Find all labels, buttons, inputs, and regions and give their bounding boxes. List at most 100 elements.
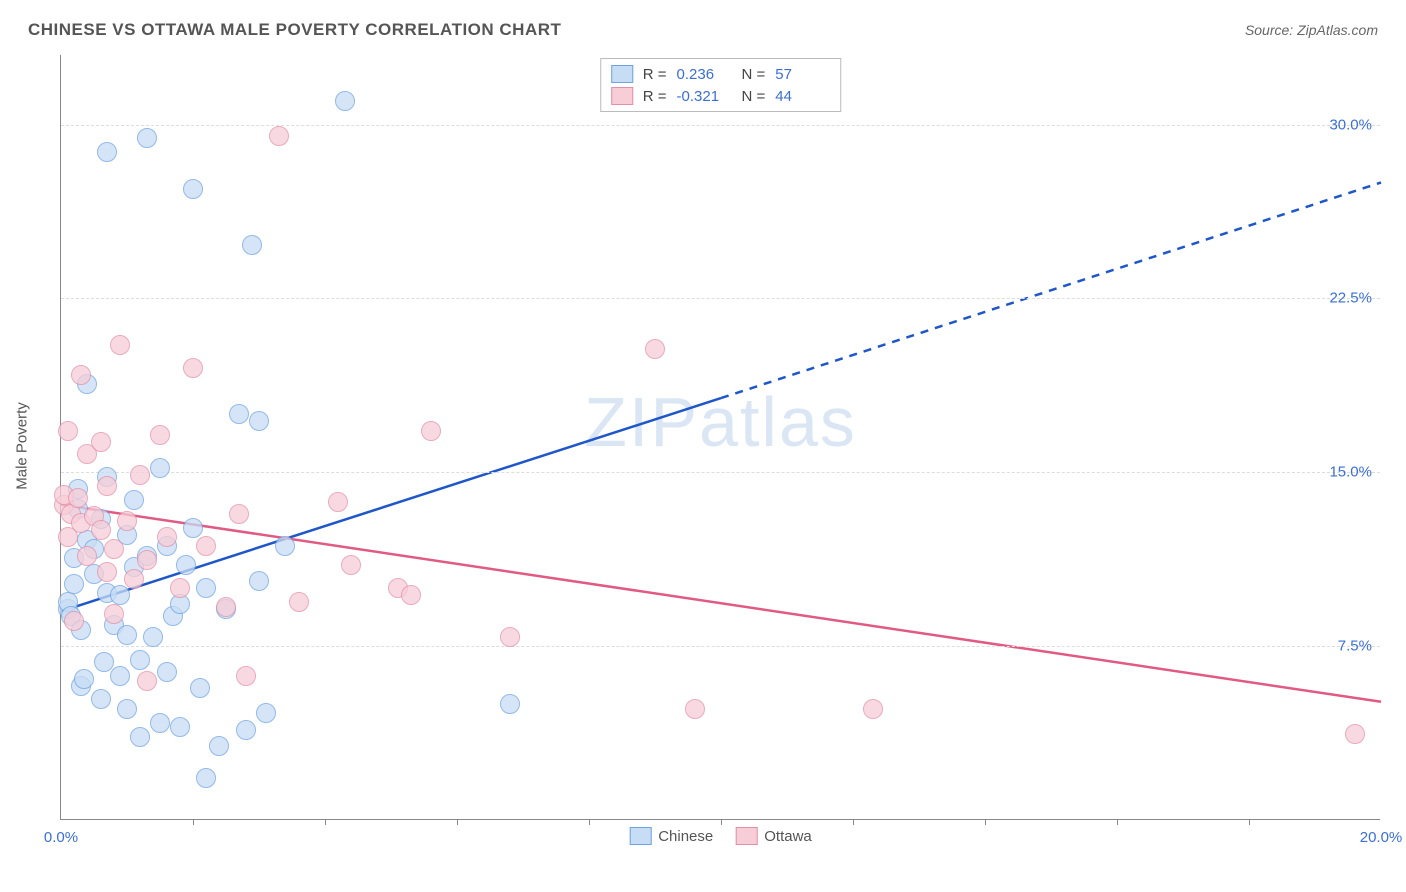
x-tick-mark <box>1249 819 1250 825</box>
chinese-point <box>117 699 137 719</box>
chinese-point <box>124 490 144 510</box>
chinese-point <box>183 518 203 538</box>
chinese-point <box>130 650 150 670</box>
trend-line <box>61 505 1381 702</box>
plot-area: ZIPatlas 7.5%15.0%22.5%30.0%0.0%20.0%R =… <box>60 55 1380 820</box>
chinese-point <box>97 142 117 162</box>
x-tick-mark <box>589 819 590 825</box>
y-tick-label: 30.0% <box>1329 116 1372 133</box>
ottawa-point <box>685 699 705 719</box>
correlation-legend: R =0.236N =57R =-0.321N =44 <box>600 58 842 112</box>
ottawa-point <box>117 511 137 531</box>
series-legend-label: Chinese <box>658 828 713 845</box>
series-legend: Chinese Ottawa <box>629 827 812 845</box>
chinese-point <box>130 727 150 747</box>
ottawa-point <box>150 425 170 445</box>
chinese-point <box>256 703 276 723</box>
ottawa-point <box>341 555 361 575</box>
chinese-point <box>236 720 256 740</box>
correlation-legend-row: R = -0.321 N = 44 <box>611 85 831 107</box>
ottawa-point <box>137 671 157 691</box>
header: CHINESE VS OTTAWA MALE POVERTY CORRELATI… <box>28 20 1378 40</box>
ottawa-point <box>1345 724 1365 744</box>
x-tick-mark <box>721 819 722 825</box>
ottawa-point <box>130 465 150 485</box>
ottawa-point <box>170 578 190 598</box>
chinese-point <box>150 458 170 478</box>
ottawa-point <box>500 627 520 647</box>
chinese-point <box>64 574 84 594</box>
ottawa-point <box>236 666 256 686</box>
x-tick-label: 20.0% <box>1360 829 1403 846</box>
legend-swatch <box>629 827 651 845</box>
chinese-point <box>500 694 520 714</box>
chinese-point <box>209 736 229 756</box>
chinese-point <box>74 669 94 689</box>
ottawa-point <box>863 699 883 719</box>
ottawa-point <box>401 585 421 605</box>
legend-n-label: N = <box>742 88 766 105</box>
ottawa-point <box>124 569 144 589</box>
chinese-point <box>94 652 114 672</box>
ottawa-point <box>216 597 236 617</box>
chinese-point <box>157 662 177 682</box>
series-legend-label: Ottawa <box>764 828 812 845</box>
x-tick-mark <box>1117 819 1118 825</box>
gridline <box>61 298 1380 299</box>
ottawa-point <box>229 504 249 524</box>
ottawa-point <box>110 335 130 355</box>
x-tick-mark <box>853 819 854 825</box>
ottawa-point <box>196 536 216 556</box>
chart-title: CHINESE VS OTTAWA MALE POVERTY CORRELATI… <box>28 20 561 40</box>
chinese-point <box>176 555 196 575</box>
legend-r-value: -0.321 <box>677 88 732 105</box>
ottawa-point <box>645 339 665 359</box>
x-tick-mark <box>985 819 986 825</box>
chinese-point <box>183 179 203 199</box>
ottawa-point <box>64 611 84 631</box>
series-legend-item: Chinese <box>629 827 713 845</box>
ottawa-point <box>137 550 157 570</box>
ottawa-point <box>328 492 348 512</box>
ottawa-point <box>91 432 111 452</box>
ottawa-point <box>97 562 117 582</box>
chinese-point <box>249 571 269 591</box>
chinese-point <box>170 717 190 737</box>
x-tick-mark <box>193 819 194 825</box>
legend-swatch <box>735 827 757 845</box>
legend-n-value: 57 <box>775 66 830 83</box>
legend-swatch <box>611 87 633 105</box>
legend-swatch <box>611 65 633 83</box>
ottawa-point <box>269 126 289 146</box>
chinese-point <box>150 713 170 733</box>
chinese-point <box>249 411 269 431</box>
trend-line <box>721 183 1381 399</box>
legend-n-value: 44 <box>775 88 830 105</box>
chinese-point <box>137 128 157 148</box>
y-axis-label: Male Poverty <box>14 402 31 490</box>
ottawa-point <box>183 358 203 378</box>
ottawa-point <box>58 421 78 441</box>
ottawa-point <box>97 476 117 496</box>
gridline <box>61 125 1380 126</box>
ottawa-point <box>421 421 441 441</box>
legend-n-label: N = <box>742 66 766 83</box>
ottawa-point <box>104 539 124 559</box>
legend-r-label: R = <box>643 88 667 105</box>
chinese-point <box>110 585 130 605</box>
chinese-point <box>110 666 130 686</box>
gridline <box>61 646 1380 647</box>
chinese-point <box>229 404 249 424</box>
ottawa-point <box>68 488 88 508</box>
chinese-point <box>190 678 210 698</box>
y-tick-label: 7.5% <box>1338 638 1372 655</box>
chinese-point <box>196 768 216 788</box>
legend-r-label: R = <box>643 66 667 83</box>
chinese-point <box>275 536 295 556</box>
x-tick-label: 0.0% <box>44 829 78 846</box>
source-name: ZipAtlas.com <box>1297 22 1378 38</box>
ottawa-point <box>157 527 177 547</box>
chinese-point <box>117 625 137 645</box>
ottawa-point <box>91 520 111 540</box>
source-prefix: Source: <box>1245 22 1297 38</box>
